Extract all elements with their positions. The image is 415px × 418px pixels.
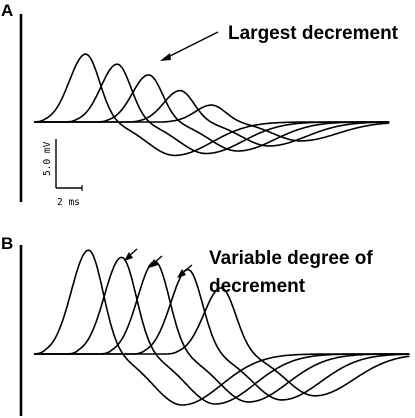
panel-b-arrow-2 (149, 255, 163, 268)
scale-bar-voltage-label: 5.0 mV (42, 141, 53, 176)
panel-a: A Largest decrement 5.0 mV 2 ms (1, 1, 399, 208)
panel-b-trace-5 (34, 287, 410, 397)
panel-a-trace-2 (34, 63, 390, 155)
panel-a-annotation: Largest decrement (228, 23, 399, 44)
panel-b-arrow-1 (124, 248, 138, 261)
panel-b-arrow-3 (177, 264, 193, 278)
panel-b-trace-2 (34, 256, 410, 405)
panel-a-traces (34, 53, 390, 157)
panel-a-trace-4 (34, 89, 390, 147)
scale-bar: 5.0 mV 2 ms (42, 139, 83, 208)
panel-b-annotation-line-1: Variable degree of (209, 248, 373, 269)
panel-b-traces (33, 249, 410, 406)
panel-b-trace-1 (33, 249, 410, 406)
scale-bar-time-label: 2 ms (57, 197, 80, 208)
panel-a-trace-3 (34, 74, 390, 152)
panel-b-annotation-line-2: decrement (209, 276, 306, 297)
panel-a-annotation-arrow (160, 31, 219, 61)
panel-a-trace-5 (34, 104, 390, 142)
panel-a-letter: A (1, 1, 13, 20)
panel-b-letter: B (1, 234, 13, 253)
panel-b: B Variable degree of decrement (1, 234, 410, 416)
